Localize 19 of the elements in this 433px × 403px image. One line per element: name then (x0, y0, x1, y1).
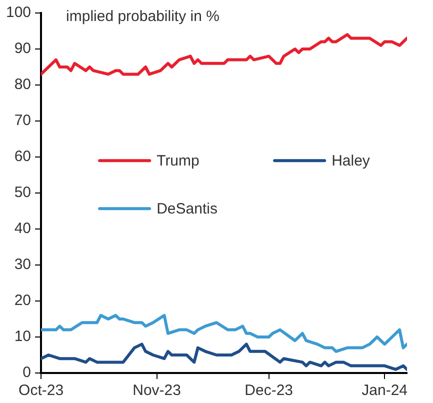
x-tick-label: Dec-23 (244, 382, 294, 400)
y-tick-label: 30 (14, 256, 32, 274)
y-tick-label: 70 (14, 112, 32, 130)
x-tick-label: Nov-23 (132, 382, 181, 400)
y-tick-label: 50 (14, 184, 32, 202)
y-tick-label: 60 (14, 148, 32, 166)
y-tick-label: 0 (22, 364, 32, 382)
y-axis-title: implied probability in % (66, 8, 220, 26)
y-tick-label: 80 (14, 76, 32, 94)
y-tick-label: 10 (14, 328, 32, 346)
y-tick-label: 100 (6, 4, 32, 22)
legend-label: Haley (332, 152, 370, 170)
y-tick-label: 20 (14, 292, 32, 310)
x-tick-label: Oct-23 (18, 382, 64, 400)
y-tick-label: 40 (14, 220, 32, 238)
legend-label: DeSantis (156, 200, 218, 218)
x-tick-label: Jan-24 (362, 382, 408, 400)
legend-label: Trump (156, 152, 200, 170)
y-tick-label: 90 (14, 40, 32, 58)
